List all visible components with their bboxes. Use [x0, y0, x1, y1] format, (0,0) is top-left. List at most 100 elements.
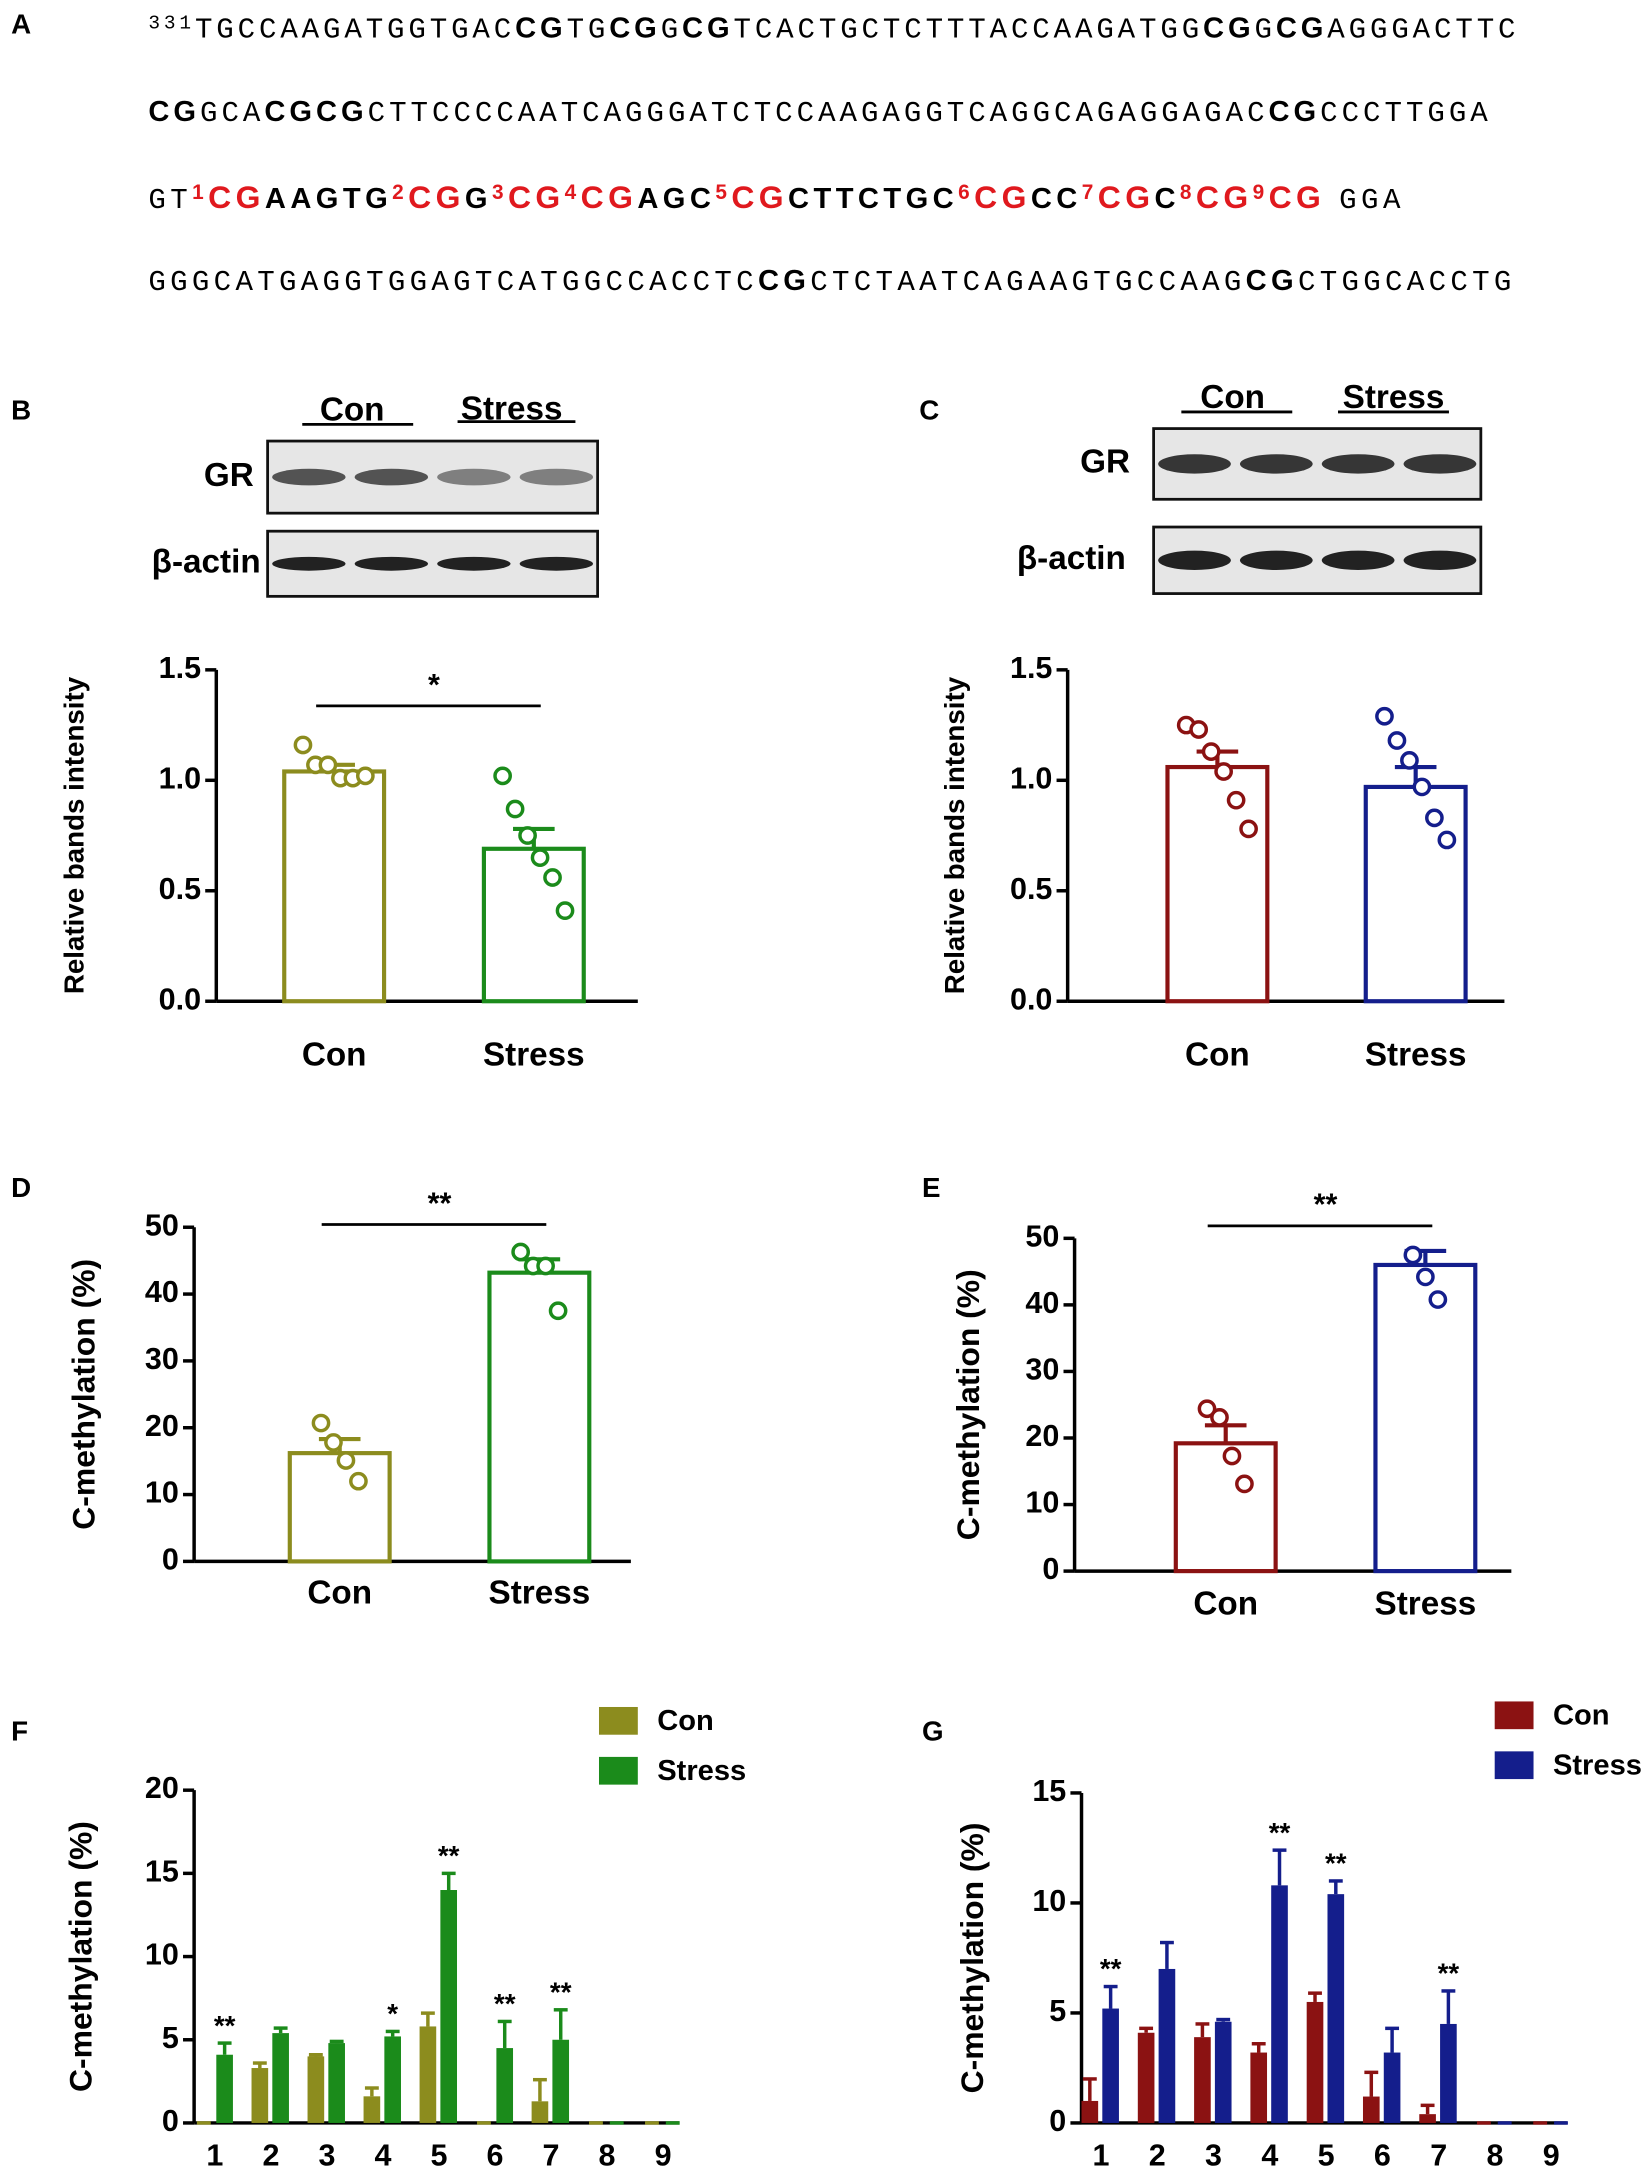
- blot-band: [1158, 550, 1231, 571]
- significance-label: **: [1100, 1953, 1122, 1984]
- sequence-segment: 331: [148, 13, 191, 35]
- bar: [216, 2054, 233, 2123]
- blot-band: [519, 556, 594, 571]
- y-tick-label: 20: [1025, 1419, 1059, 1453]
- sequence-segment: CGCG: [264, 96, 363, 128]
- sequence-segment: CG: [408, 179, 460, 215]
- data-point: [355, 766, 375, 786]
- data-point: [1210, 1408, 1229, 1427]
- legend-swatch: [598, 1756, 638, 1785]
- x-tick-label: 1: [1092, 2139, 1109, 2173]
- sequence-segment: G: [1254, 14, 1271, 47]
- x-tick-label: 9: [1543, 2139, 1560, 2173]
- y-axis-label: C-methylation (%): [950, 1269, 986, 1540]
- sequence-segment: 3: [492, 181, 504, 204]
- significance-label: **: [550, 1976, 572, 2007]
- data-point: [505, 799, 525, 819]
- y-tick-label: 0.0: [159, 982, 201, 1016]
- sequence-segment: C: [1154, 183, 1175, 215]
- sequence-segment: CG: [1246, 265, 1294, 297]
- data-point: [493, 766, 512, 786]
- sequence-segment: 8: [1180, 181, 1192, 204]
- blot-band: [1403, 454, 1477, 474]
- blot-band: [519, 468, 594, 486]
- y-tick-label: 1.5: [1010, 651, 1052, 685]
- blot-band: [1321, 454, 1395, 474]
- y-axis-label: Relative bands intensity: [59, 676, 90, 994]
- y-axis-label: C-methylation (%): [63, 1821, 99, 2092]
- sequence-segment: CG: [1276, 13, 1324, 45]
- sequence-segment: CG: [515, 13, 563, 45]
- data-point: [548, 1301, 568, 1321]
- bar: [487, 1270, 592, 1564]
- significance-label: **: [1269, 1817, 1291, 1848]
- sequence-segment: 4: [565, 181, 577, 204]
- data-point: [318, 755, 338, 775]
- data-point: [1239, 819, 1258, 839]
- sequence-line: CG GCA CGCG CTTCCCCAATCAGGGATCTCCAAGAGGTCAG…: [148, 96, 1488, 130]
- sequence-segment: CTGGCACCTG: [1298, 266, 1511, 299]
- bar: [1158, 1968, 1176, 2123]
- x-tick-label: 5: [1318, 2139, 1335, 2173]
- bar: [1362, 2096, 1380, 2123]
- sequence-segment: G: [465, 183, 488, 215]
- y-tick-label: 0: [1049, 2104, 1066, 2138]
- bar: [1173, 1441, 1278, 1574]
- bar: [1419, 2114, 1436, 2123]
- x-tick-label: 2: [262, 2139, 279, 2173]
- sequence-segment: 9: [1253, 181, 1265, 204]
- significance-label: *: [387, 1998, 398, 2029]
- data-point: [1403, 1245, 1423, 1265]
- bar: [531, 2101, 549, 2123]
- sequence-segment: GGGCATGAGGTGGAGTCATGGCCACCTC: [148, 266, 753, 299]
- panel-letter: E: [922, 1172, 941, 1203]
- data-point: [543, 868, 562, 887]
- data-point: [518, 826, 537, 845]
- bar: [282, 769, 387, 1004]
- y-tick-label: 20: [145, 1409, 179, 1443]
- y-axis-label: C-methylation (%): [65, 1259, 101, 1530]
- blot-band: [272, 556, 346, 571]
- sequence-segment: CC: [1031, 183, 1077, 215]
- y-tick-label: 15: [1032, 1774, 1066, 1808]
- blot-band: [1403, 550, 1477, 571]
- sequence-segment: CG: [731, 179, 783, 215]
- x-tick-label: 1: [206, 2139, 223, 2173]
- bar: [384, 2036, 401, 2123]
- data-point: [311, 1413, 331, 1433]
- legend-label: Con: [1553, 1699, 1610, 1731]
- panel-letter: B: [11, 394, 31, 425]
- blot-row-label: GR: [204, 457, 254, 494]
- y-tick-label: 0.0: [1010, 982, 1052, 1016]
- y-tick-label: 1.5: [159, 651, 201, 685]
- y-axis-label: Relative bands intensity: [939, 676, 970, 994]
- y-tick-label: 40: [145, 1275, 179, 1309]
- blot-band: [1321, 550, 1395, 571]
- x-tick-label: Stress: [1365, 1036, 1467, 1073]
- data-point: [1214, 762, 1233, 781]
- bar: [552, 2039, 570, 2123]
- data-point: [1412, 777, 1432, 797]
- x-tick-label: Stress: [1375, 1586, 1477, 1623]
- sequence-segment: TCACTGCTCTTTACCAAGATGG: [733, 14, 1199, 47]
- bar: [1214, 2021, 1232, 2123]
- legend-label: Stress: [657, 1755, 746, 1787]
- panel-letter: F: [11, 1716, 28, 1747]
- x-tick-label: Stress: [489, 1574, 591, 1611]
- bar: [251, 2068, 269, 2123]
- y-tick-label: 40: [1025, 1286, 1059, 1320]
- sequence-segment: GGA: [1339, 184, 1401, 217]
- x-tick-label: Con: [1185, 1036, 1250, 1073]
- x-tick-label: 5: [430, 2139, 447, 2173]
- data-point: [536, 1256, 555, 1276]
- significance-label: **: [214, 2010, 236, 2041]
- legend-label: Stress: [1553, 1749, 1642, 1781]
- sequence-segment: CTTCTGC: [788, 183, 954, 215]
- blot-band: [272, 468, 346, 486]
- significance-label: **: [1325, 1848, 1347, 1879]
- x-tick-label: Stress: [483, 1036, 585, 1073]
- data-point: [1222, 1446, 1242, 1466]
- sequence-segment: AAGTG: [265, 183, 388, 215]
- blot-group-label: Con: [1200, 379, 1265, 416]
- x-tick-label: 7: [543, 2139, 560, 2173]
